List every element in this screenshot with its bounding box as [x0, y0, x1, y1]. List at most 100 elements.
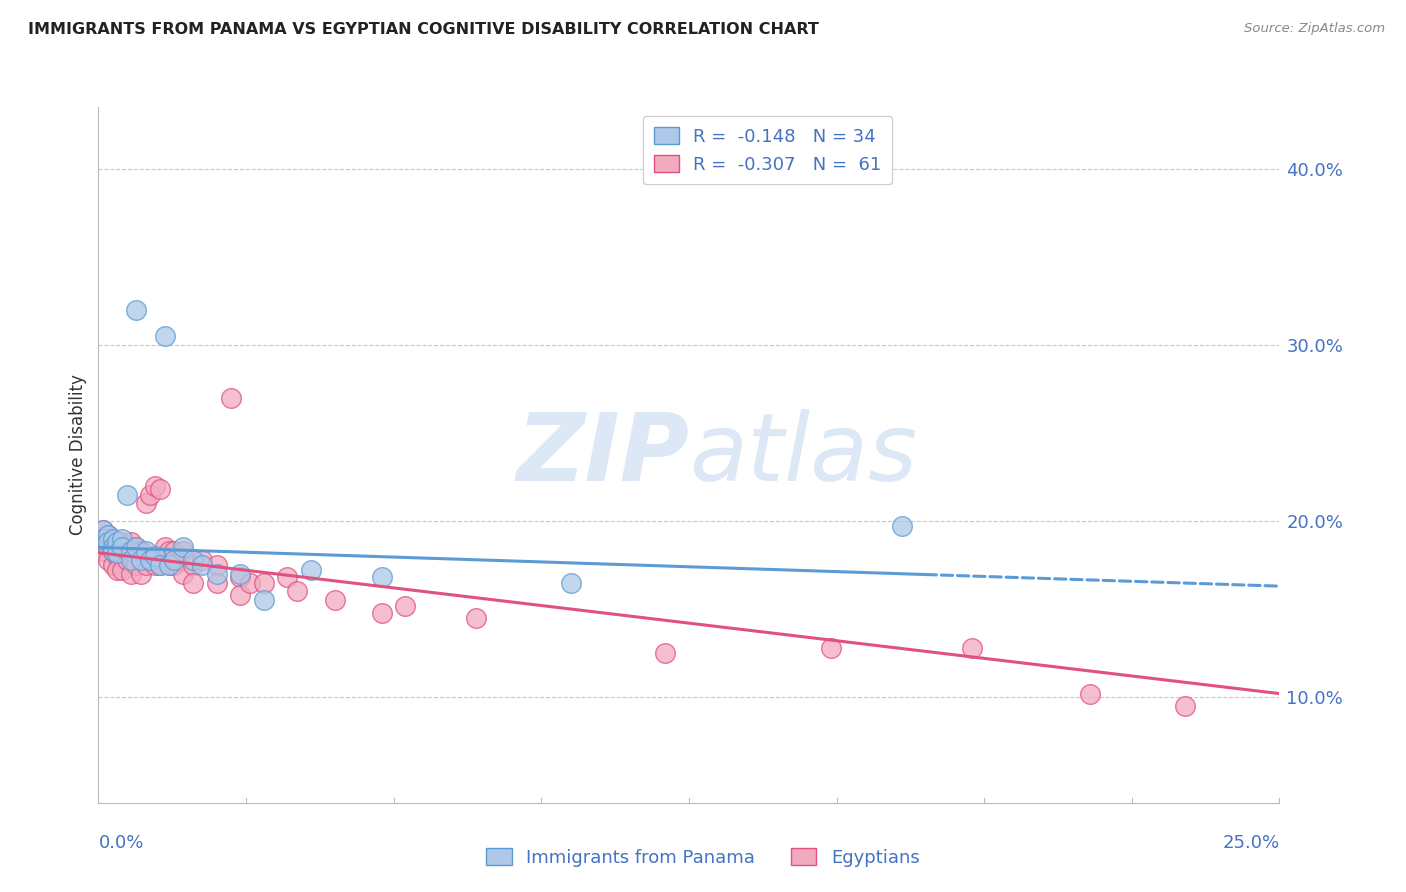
- Point: [101, 532, 124, 546]
- Legend: Immigrants from Panama, Egyptians: Immigrants from Panama, Egyptians: [479, 841, 927, 874]
- Point: [105, 563, 128, 577]
- Point: [111, 563, 134, 577]
- Point: [172, 541, 194, 555]
- Point: [163, 552, 186, 566]
- Point: [139, 552, 162, 566]
- Text: 0.0%: 0.0%: [98, 834, 143, 852]
- Point: [143, 479, 166, 493]
- Point: [97, 528, 120, 542]
- Point: [111, 549, 134, 564]
- Point: [253, 593, 276, 607]
- Point: [115, 487, 138, 501]
- Point: [181, 575, 204, 590]
- Point: [139, 487, 162, 501]
- Point: [163, 544, 186, 558]
- Point: [115, 541, 138, 555]
- Point: [205, 575, 228, 590]
- Point: [91, 523, 114, 537]
- Point: [172, 544, 194, 558]
- Point: [191, 558, 214, 572]
- Point: [101, 541, 124, 555]
- Point: [101, 544, 124, 558]
- Point: [129, 544, 152, 558]
- Point: [135, 496, 157, 510]
- Point: [371, 606, 394, 620]
- Point: [121, 549, 143, 564]
- Point: [205, 558, 228, 572]
- Point: [394, 599, 416, 613]
- Point: [125, 541, 148, 555]
- Point: [91, 532, 114, 546]
- Point: [157, 558, 180, 572]
- Point: [149, 558, 172, 572]
- Point: [101, 532, 124, 546]
- Point: [105, 549, 128, 564]
- Text: Source: ZipAtlas.com: Source: ZipAtlas.com: [1244, 22, 1385, 36]
- Point: [149, 483, 172, 497]
- Point: [121, 535, 143, 549]
- Point: [465, 611, 488, 625]
- Point: [371, 570, 394, 584]
- Point: [181, 552, 204, 566]
- Point: [91, 523, 114, 537]
- Point: [285, 584, 308, 599]
- Point: [157, 544, 180, 558]
- Point: [111, 532, 134, 546]
- Point: [125, 558, 148, 572]
- Point: [97, 541, 120, 555]
- Point: [153, 329, 176, 343]
- Point: [1080, 687, 1102, 701]
- Point: [121, 544, 143, 558]
- Point: [191, 552, 214, 566]
- Text: ZIP: ZIP: [516, 409, 689, 501]
- Point: [157, 558, 180, 572]
- Point: [149, 558, 172, 572]
- Point: [1174, 698, 1197, 713]
- Point: [105, 535, 128, 549]
- Point: [129, 552, 152, 566]
- Point: [219, 391, 242, 405]
- Point: [121, 552, 143, 566]
- Point: [276, 570, 298, 584]
- Point: [143, 558, 166, 572]
- Point: [253, 575, 276, 590]
- Point: [143, 549, 166, 564]
- Point: [172, 566, 194, 581]
- Point: [121, 566, 143, 581]
- Point: [101, 544, 124, 558]
- Point: [101, 558, 124, 572]
- Y-axis label: Cognitive Disability: Cognitive Disability: [69, 375, 87, 535]
- Point: [167, 552, 190, 566]
- Point: [97, 552, 120, 566]
- Point: [890, 519, 912, 533]
- Point: [163, 558, 186, 572]
- Point: [181, 558, 204, 572]
- Point: [962, 640, 984, 655]
- Point: [323, 593, 346, 607]
- Point: [105, 546, 128, 560]
- Point: [229, 566, 252, 581]
- Point: [97, 535, 120, 549]
- Text: atlas: atlas: [689, 409, 917, 500]
- Point: [97, 528, 120, 542]
- Point: [111, 535, 134, 549]
- Point: [229, 588, 252, 602]
- Point: [91, 544, 114, 558]
- Point: [115, 552, 138, 566]
- Point: [820, 640, 842, 655]
- Point: [105, 535, 128, 549]
- Point: [299, 563, 322, 577]
- Point: [135, 558, 157, 572]
- Point: [91, 532, 114, 546]
- Legend: R =  -0.148   N = 34, R =  -0.307   N =  61: R = -0.148 N = 34, R = -0.307 N = 61: [643, 116, 893, 185]
- Text: IMMIGRANTS FROM PANAMA VS EGYPTIAN COGNITIVE DISABILITY CORRELATION CHART: IMMIGRANTS FROM PANAMA VS EGYPTIAN COGNI…: [28, 22, 818, 37]
- Point: [125, 541, 148, 555]
- Point: [129, 566, 152, 581]
- Point: [139, 552, 162, 566]
- Point: [239, 575, 262, 590]
- Point: [135, 544, 157, 558]
- Text: 25.0%: 25.0%: [1222, 834, 1279, 852]
- Point: [229, 570, 252, 584]
- Point: [125, 302, 148, 317]
- Point: [654, 646, 676, 660]
